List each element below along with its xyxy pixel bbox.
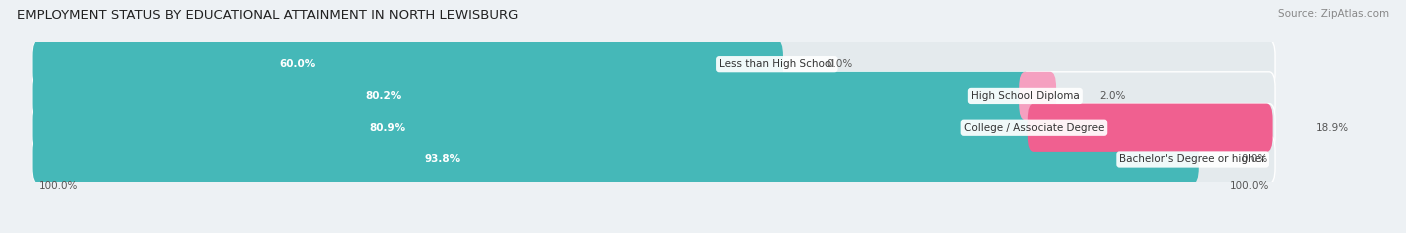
Text: 60.0%: 60.0% (278, 59, 315, 69)
Text: 80.9%: 80.9% (368, 123, 405, 133)
Text: Bachelor's Degree or higher: Bachelor's Degree or higher (1119, 154, 1265, 164)
Text: 0.0%: 0.0% (827, 59, 852, 69)
FancyBboxPatch shape (1028, 104, 1272, 152)
Text: 18.9%: 18.9% (1316, 123, 1348, 133)
Text: Source: ZipAtlas.com: Source: ZipAtlas.com (1278, 9, 1389, 19)
Text: Less than High School: Less than High School (720, 59, 834, 69)
FancyBboxPatch shape (32, 72, 1032, 120)
Text: High School Diploma: High School Diploma (972, 91, 1080, 101)
FancyBboxPatch shape (32, 40, 783, 88)
Text: 80.2%: 80.2% (366, 91, 402, 101)
Text: 100.0%: 100.0% (1229, 181, 1268, 191)
Text: 93.8%: 93.8% (425, 154, 461, 164)
FancyBboxPatch shape (32, 104, 1275, 152)
Text: EMPLOYMENT STATUS BY EDUCATIONAL ATTAINMENT IN NORTH LEWISBURG: EMPLOYMENT STATUS BY EDUCATIONAL ATTAINM… (17, 9, 519, 22)
Text: 100.0%: 100.0% (39, 181, 79, 191)
Text: 2.0%: 2.0% (1099, 91, 1126, 101)
Text: College / Associate Degree: College / Associate Degree (963, 123, 1104, 133)
FancyBboxPatch shape (32, 135, 1199, 184)
FancyBboxPatch shape (1019, 72, 1056, 120)
Text: 0.0%: 0.0% (1241, 154, 1268, 164)
FancyBboxPatch shape (32, 40, 1275, 88)
FancyBboxPatch shape (32, 135, 1275, 184)
FancyBboxPatch shape (32, 72, 1275, 120)
FancyBboxPatch shape (32, 104, 1040, 152)
